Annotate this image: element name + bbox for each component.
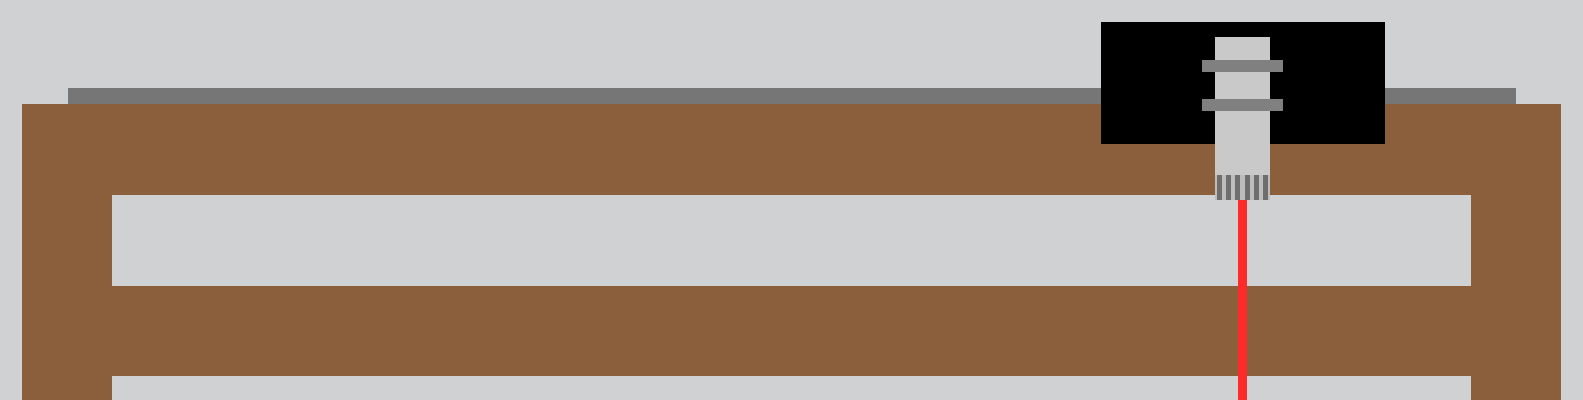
connector-stripe [1244, 175, 1250, 200]
laser-beam [1238, 200, 1247, 400]
connector-stripe [1217, 175, 1222, 200]
frame-left-post [22, 104, 112, 400]
connector-stripe [1226, 175, 1232, 200]
connector-stripe [1253, 175, 1259, 200]
sensor-mount-ring-upper [1202, 60, 1283, 72]
connector-stripe [1262, 175, 1268, 200]
sensor-mount-ring-lower [1202, 99, 1283, 111]
wooden-frame [22, 104, 1561, 400]
connector-stripe [1235, 175, 1241, 200]
frame-middle-beam [22, 286, 1561, 376]
frame-right-post [1471, 104, 1561, 400]
sensor-connector [1215, 175, 1270, 200]
